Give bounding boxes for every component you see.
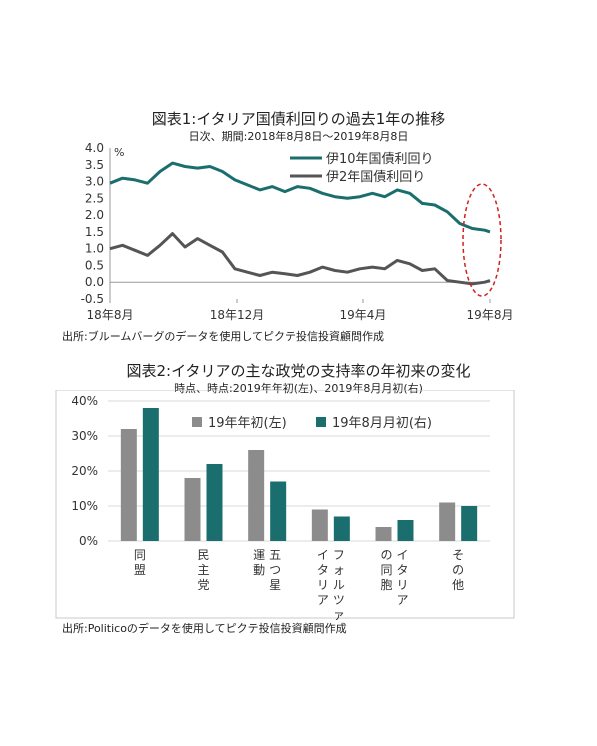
chart2-bar: [461, 506, 478, 541]
chart1-legend-label: 伊10年国債利回り: [326, 152, 434, 167]
chart1-y-tick-label: 1.0: [85, 242, 104, 256]
chart2-category-label: イタリア: [317, 548, 329, 607]
chart2-y-tick-label: 0%: [79, 534, 98, 548]
chart1-subtitle: 日次、期間:2018年8月8日～2019年8月8日: [188, 130, 409, 143]
highlight-ellipse: [462, 183, 502, 297]
chart2-bar: [397, 520, 414, 541]
chart2-bar: [184, 478, 201, 541]
chart2-y-tick-label: 30%: [71, 429, 98, 443]
chart1-y-tick-label: 3.5: [85, 158, 104, 172]
chart1-y-tick-label: 0.5: [85, 258, 104, 272]
chart2-category-label: フォルツァ: [333, 548, 345, 620]
chart2-bar: [375, 527, 392, 541]
chart2-bar: [311, 509, 328, 541]
chart1-title: 図表1:イタリア国債利回りの過去1年の推移: [151, 110, 446, 128]
chart2-legend-label: 19年年初(左): [208, 416, 287, 431]
chart2-category-label: イタリア: [396, 548, 408, 607]
chart1-unit-label: %: [114, 146, 124, 159]
chart2-plot-frame: [55, 390, 515, 619]
chart2-subtitle: 時点、時点:2019年年初(左)、2019年8月月初(右): [174, 382, 423, 395]
chart2-bar: [142, 408, 159, 541]
chart1-source: 出所:ブルームバーグのデータを使用してピクテ投信投資顧問作成: [62, 330, 385, 343]
chart1-x-tick-label: 19年4月: [340, 308, 387, 322]
chart2-y-tick-label: 40%: [71, 394, 98, 408]
chart2-category-label: 同盟: [134, 548, 146, 577]
chart2-category-label: の同胞: [380, 548, 392, 592]
chart1-x-tick-label: 18年12月: [210, 308, 265, 322]
chart2-bar-chart: 40%30%20%10%0%同盟民主党五つ星運動フォルツァイタリアイタリアの同胞…: [55, 390, 515, 620]
chart1-line-chart: 4.0 3.5 3.0 2.5 2.0 1.5 1.0 0.5 0.0 -0.5% 18年8月 18年…: [81, 141, 514, 322]
chart1-y-tick-label: 3.0: [85, 175, 104, 189]
chart2-category-label: その他: [452, 548, 464, 592]
chart1-y-tick-label: 2.5: [85, 191, 104, 205]
chart1-y-tick-label: 0.0: [85, 275, 104, 289]
chart2-legend-swatch: [192, 417, 202, 427]
chart2-legend-label: 19年8月月初(右): [332, 416, 432, 431]
chart2-bar: [333, 516, 350, 541]
chart1-x-tick-label: 18年8月: [87, 308, 134, 322]
chart1-y-tick-label: 1.5: [85, 225, 104, 239]
chart1-x-tick-label: 19年8月: [467, 308, 514, 322]
chart2-bar: [270, 481, 287, 541]
chart2-bar: [439, 502, 456, 541]
chart2-category-label: 民主党: [197, 548, 209, 592]
chart2-category-label: 運動: [253, 548, 265, 577]
chart2-source: 出所:Politicoのデータを使用してピクテ投信投資顧問作成: [62, 622, 347, 635]
chart2-title: 図表2:イタリアの主な政党の支持率の年初来の変化: [126, 362, 471, 380]
chart1-y-tick-label: 4.0: [85, 141, 104, 155]
chart1-legend-label: 伊2年国債利回り: [326, 170, 425, 185]
chart2-category-label: 五つ星: [269, 548, 281, 592]
chart1-series-line: [109, 232, 491, 286]
chart2-y-tick-label: 10%: [71, 499, 98, 513]
chart2-bar: [206, 464, 223, 541]
chart2-bar: [120, 429, 137, 541]
chart1-series-line: [109, 161, 491, 234]
chart2-y-tick-label: 20%: [71, 464, 98, 478]
chart1-y-tick-label: 2.0: [85, 208, 104, 222]
chart1-y-tick-label: -0.5: [81, 292, 104, 306]
chart2-legend-swatch: [316, 417, 326, 427]
chart2-bar: [248, 450, 265, 541]
